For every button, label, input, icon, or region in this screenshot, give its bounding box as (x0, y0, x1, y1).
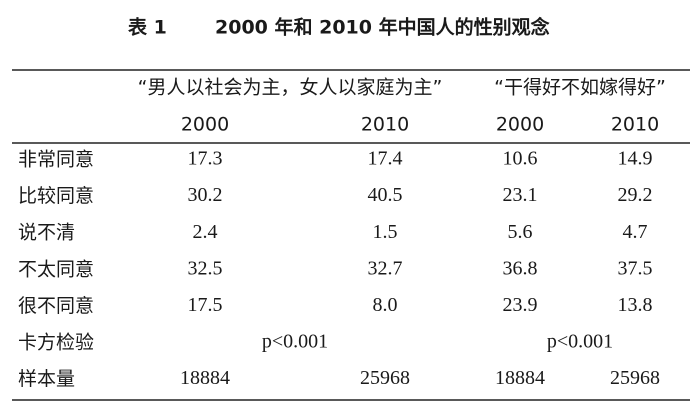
year-header: 2000 (181, 114, 229, 136)
row-label: 卡方检验 (18, 332, 94, 354)
cell: 18884 (495, 367, 545, 389)
row-label: 说不清 (18, 222, 75, 244)
cell: 30.2 (188, 184, 223, 206)
table-label: 表 1 (128, 16, 167, 39)
cell: 14.9 (618, 148, 653, 170)
cell: 2.4 (193, 221, 218, 243)
year-header: 2000 (496, 114, 544, 136)
cell: 36.8 (503, 257, 538, 279)
row-label: 样本量 (18, 368, 75, 390)
cell: 32.5 (188, 257, 223, 279)
cell: 37.5 (618, 257, 653, 279)
cell: 23.9 (503, 294, 538, 316)
cell: 17.4 (368, 148, 403, 170)
table-title: 2000 年和 2010 年中国人的性别观念 (215, 16, 550, 39)
cell: 1.5 (373, 221, 398, 243)
row-label: 很不同意 (18, 295, 94, 317)
cell: 5.6 (508, 221, 533, 243)
cell: 17.3 (188, 148, 223, 170)
cell: 18884 (180, 367, 230, 389)
cell: 29.2 (618, 184, 653, 206)
cell: 17.5 (188, 294, 223, 316)
cell: 25968 (360, 367, 410, 389)
cell: 8.0 (373, 294, 398, 316)
year-header: 2010 (361, 114, 409, 136)
cell: p<0.001 (262, 331, 328, 353)
cell: 4.7 (623, 221, 648, 243)
cell: 13.8 (618, 294, 653, 316)
cell: p<0.001 (547, 331, 613, 353)
row-label: 比较同意 (18, 185, 94, 207)
cell: 10.6 (503, 148, 538, 170)
year-header: 2010 (611, 114, 659, 136)
group-header: “男人以社会为主，女人以家庭为主” (138, 77, 443, 99)
group-header: “干得好不如嫁得好” (494, 77, 666, 99)
cell: 32.7 (368, 257, 403, 279)
cell: 25968 (610, 367, 660, 389)
cell: 23.1 (503, 184, 538, 206)
cell: 40.5 (368, 184, 403, 206)
row-label: 非常同意 (18, 149, 94, 171)
row-label: 不太同意 (18, 258, 94, 280)
